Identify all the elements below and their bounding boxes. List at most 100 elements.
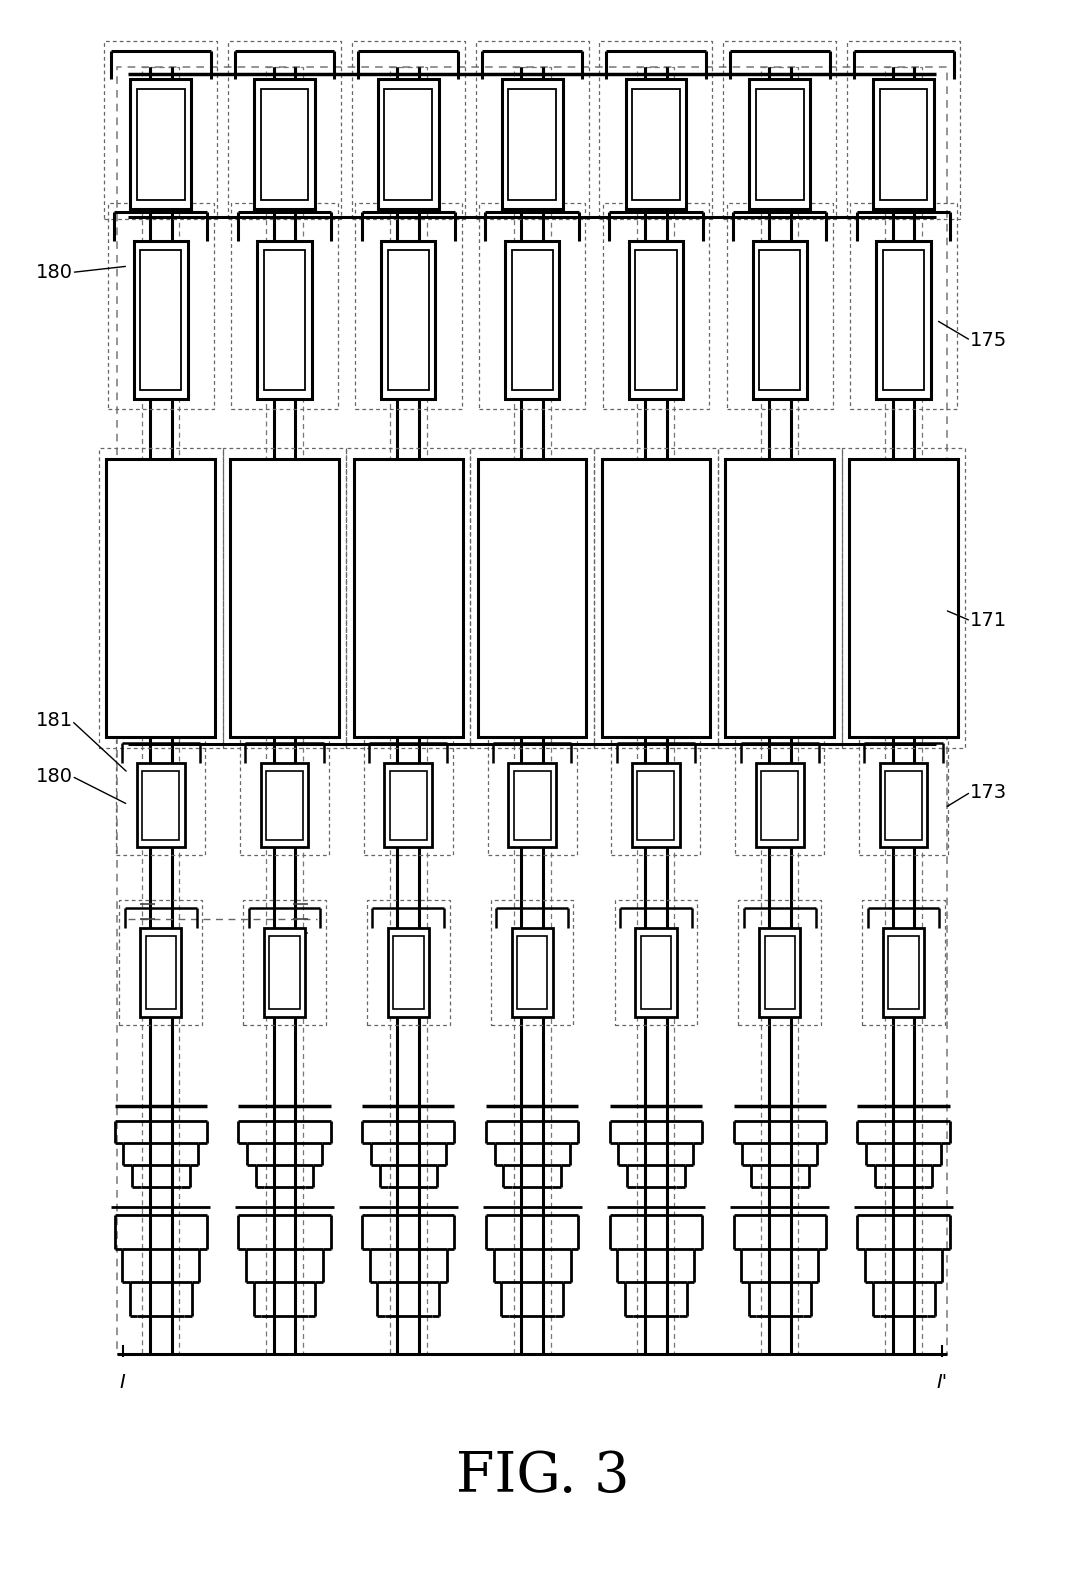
Bar [847, 41, 960, 219]
Bar [615, 900, 697, 1025]
Bar [390, 67, 427, 1354]
Bar [476, 41, 589, 219]
Bar [254, 79, 315, 209]
Bar [632, 763, 680, 847]
Bar [384, 89, 432, 200]
Bar [243, 900, 326, 1025]
Text: 181: 181 [36, 711, 73, 730]
Bar [142, 67, 179, 1354]
Bar [883, 928, 924, 1017]
Bar [355, 203, 462, 409]
Bar [512, 928, 553, 1017]
Bar [749, 79, 810, 209]
Bar [756, 763, 804, 847]
Bar [723, 41, 836, 219]
Bar [880, 763, 927, 847]
Bar [735, 735, 824, 855]
Bar [488, 735, 577, 855]
Bar [753, 241, 807, 399]
Bar [594, 448, 718, 748]
Bar [611, 735, 700, 855]
Bar [146, 936, 176, 1009]
Bar [346, 448, 470, 748]
Bar [765, 936, 795, 1009]
Text: 175: 175 [970, 331, 1007, 350]
Bar [352, 41, 465, 219]
Bar [761, 771, 798, 840]
Bar [261, 89, 308, 200]
Bar [632, 89, 680, 200]
Bar [602, 459, 710, 737]
Bar [885, 67, 922, 1354]
Bar [264, 928, 305, 1017]
Bar [381, 241, 435, 399]
Bar [142, 771, 179, 840]
Text: 171: 171 [970, 611, 1007, 630]
Bar [508, 763, 556, 847]
Bar [725, 459, 834, 737]
Bar [505, 241, 559, 399]
Text: I: I [119, 1373, 126, 1392]
Bar [641, 936, 671, 1009]
Bar [390, 771, 427, 840]
Bar [137, 763, 185, 847]
Bar [230, 459, 339, 737]
Bar [119, 900, 202, 1025]
Bar [635, 928, 677, 1017]
Bar [637, 67, 674, 1354]
Bar [388, 250, 429, 390]
Bar [104, 41, 217, 219]
Bar [388, 928, 429, 1017]
Bar [759, 250, 800, 390]
Bar [266, 771, 303, 840]
Bar [264, 250, 305, 390]
Bar [637, 771, 674, 840]
Bar [228, 41, 341, 219]
Bar [626, 79, 686, 209]
Bar [859, 735, 948, 855]
Bar [108, 203, 214, 409]
Bar [367, 900, 450, 1025]
Bar [478, 459, 586, 737]
Bar [491, 900, 573, 1025]
Bar [354, 459, 463, 737]
Bar [269, 936, 300, 1009]
Text: I': I' [936, 1373, 947, 1392]
Bar [130, 79, 191, 209]
Bar [378, 79, 439, 209]
Bar [718, 448, 842, 748]
Bar [850, 203, 957, 409]
Bar [759, 928, 800, 1017]
Bar [849, 459, 958, 737]
Bar [761, 67, 798, 1354]
Bar [137, 89, 185, 200]
Bar [106, 459, 215, 737]
Bar [888, 936, 919, 1009]
Bar [134, 241, 188, 399]
Bar [384, 763, 432, 847]
Text: 180: 180 [36, 263, 73, 282]
Bar [876, 241, 931, 399]
Bar [727, 203, 833, 409]
Bar [514, 771, 551, 840]
Text: 180: 180 [36, 767, 73, 786]
Bar [885, 771, 922, 840]
Bar [502, 79, 563, 209]
Bar [862, 900, 945, 1025]
Bar [393, 936, 424, 1009]
Bar [603, 203, 709, 409]
Bar [116, 735, 205, 855]
Bar [599, 41, 712, 219]
Text: FIG. 3: FIG. 3 [456, 1449, 630, 1503]
Bar [140, 928, 181, 1017]
Bar [470, 448, 594, 748]
Bar [261, 763, 308, 847]
Bar [140, 250, 181, 390]
Bar [880, 89, 927, 200]
Bar [635, 250, 677, 390]
Bar [514, 67, 551, 1354]
Bar [508, 89, 556, 200]
Bar [512, 250, 553, 390]
Bar [117, 67, 947, 1354]
Bar [231, 203, 338, 409]
